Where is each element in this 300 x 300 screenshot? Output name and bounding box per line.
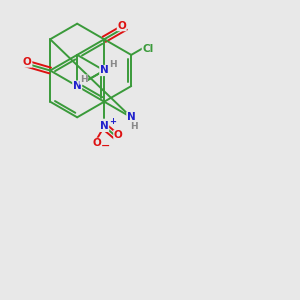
- Text: N: N: [73, 81, 82, 91]
- Text: +: +: [109, 116, 116, 125]
- Text: H: H: [80, 75, 88, 84]
- Text: Cl: Cl: [142, 44, 154, 54]
- Text: O: O: [117, 21, 126, 31]
- Text: O: O: [114, 130, 123, 140]
- Text: O: O: [92, 138, 101, 148]
- Text: H: H: [109, 60, 117, 69]
- Text: N: N: [100, 65, 109, 76]
- Text: N: N: [127, 112, 136, 122]
- Text: −: −: [101, 141, 111, 151]
- Text: H: H: [130, 122, 138, 131]
- Text: O: O: [23, 57, 32, 67]
- Text: N: N: [100, 122, 109, 131]
